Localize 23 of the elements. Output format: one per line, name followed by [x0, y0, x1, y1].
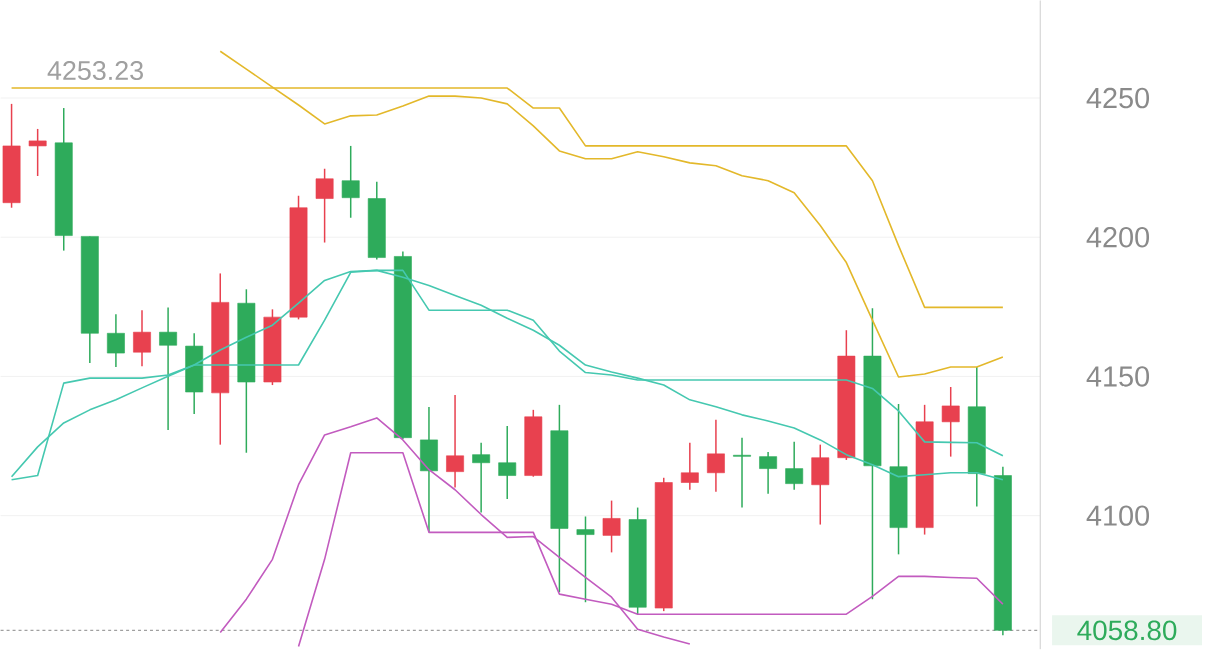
- candlestick: [707, 419, 725, 493]
- candlestick: [759, 451, 777, 495]
- candlestick: [498, 425, 517, 500]
- candlestick: [602, 499, 621, 554]
- candlestick: [107, 313, 125, 368]
- y-tick-label: 4150: [1086, 366, 1150, 387]
- candlestick: [341, 145, 360, 219]
- y-tick-label: 4200: [1086, 227, 1150, 248]
- candlestick: [472, 442, 491, 514]
- candlestick: [446, 394, 464, 489]
- y-tick-label: 4100: [1086, 505, 1150, 526]
- candlestick: [785, 441, 804, 491]
- candlestick: [133, 309, 151, 367]
- ref-line-label: 4058.80: [1077, 620, 1177, 641]
- candlestick: [315, 168, 334, 244]
- candlestick: [680, 442, 699, 491]
- y-tick-label: 4250: [1086, 87, 1150, 109]
- candlestick: [941, 386, 960, 458]
- candlestick: [733, 437, 751, 509]
- candlestick: [159, 306, 177, 431]
- annotation: 4253.23: [47, 61, 143, 81]
- candlestick: [576, 515, 595, 604]
- candlestick: [28, 128, 47, 177]
